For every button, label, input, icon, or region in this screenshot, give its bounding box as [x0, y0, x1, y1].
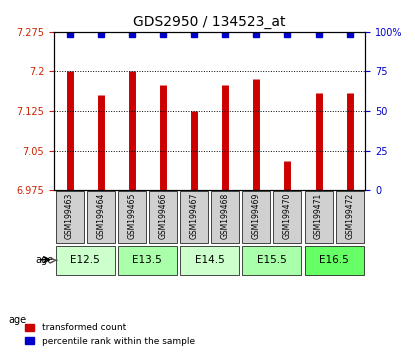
- FancyBboxPatch shape: [273, 191, 301, 243]
- FancyBboxPatch shape: [180, 191, 208, 243]
- Title: GDS2950 / 134523_at: GDS2950 / 134523_at: [133, 16, 286, 29]
- Text: E12.5: E12.5: [70, 255, 100, 265]
- FancyBboxPatch shape: [180, 246, 239, 275]
- FancyBboxPatch shape: [211, 191, 239, 243]
- FancyBboxPatch shape: [149, 191, 177, 243]
- Text: GSM199467: GSM199467: [190, 193, 198, 239]
- Text: GSM199464: GSM199464: [96, 193, 105, 239]
- Text: E13.5: E13.5: [132, 255, 162, 265]
- Text: GSM199472: GSM199472: [345, 193, 354, 239]
- FancyBboxPatch shape: [242, 191, 270, 243]
- Text: GSM199463: GSM199463: [65, 193, 74, 239]
- Text: GSM199465: GSM199465: [127, 193, 136, 239]
- Text: GSM199469: GSM199469: [252, 193, 261, 239]
- Text: GSM199468: GSM199468: [221, 193, 229, 239]
- Text: GSM199466: GSM199466: [159, 193, 167, 239]
- FancyBboxPatch shape: [305, 191, 332, 243]
- Text: E16.5: E16.5: [319, 255, 349, 265]
- FancyBboxPatch shape: [56, 246, 115, 275]
- Legend: transformed count, percentile rank within the sample: transformed count, percentile rank withi…: [25, 324, 195, 346]
- FancyBboxPatch shape: [87, 191, 115, 243]
- Text: E14.5: E14.5: [195, 255, 225, 265]
- Text: age: age: [36, 255, 54, 265]
- FancyBboxPatch shape: [56, 191, 83, 243]
- Text: age: age: [8, 315, 27, 325]
- FancyBboxPatch shape: [242, 246, 301, 275]
- FancyBboxPatch shape: [305, 246, 364, 275]
- FancyBboxPatch shape: [118, 246, 177, 275]
- Text: E15.5: E15.5: [257, 255, 287, 265]
- FancyBboxPatch shape: [118, 191, 146, 243]
- Text: GSM199471: GSM199471: [314, 193, 323, 239]
- FancyBboxPatch shape: [336, 191, 364, 243]
- Text: GSM199470: GSM199470: [283, 193, 292, 239]
